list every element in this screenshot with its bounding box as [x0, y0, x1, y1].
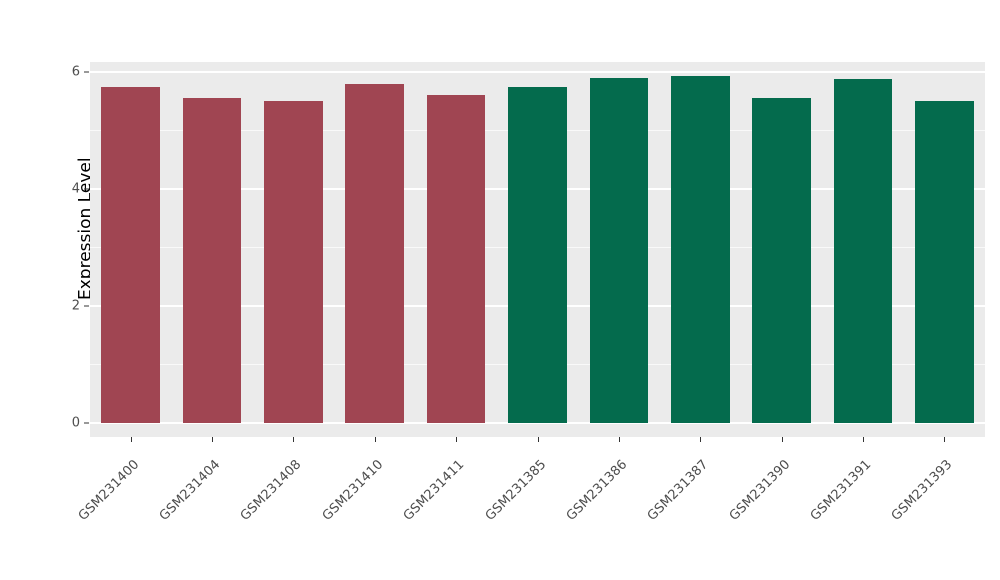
x-tick-label-GSM231385: GSM231385 [482, 457, 549, 524]
x-tick-mark [944, 437, 946, 442]
bar-GSM231404 [182, 98, 242, 423]
bar-GSM231390 [752, 98, 811, 423]
bar-GSM231386 [589, 77, 649, 423]
y-tick-mark [84, 422, 89, 424]
x-tick-mark [456, 437, 458, 442]
x-tick-label-GSM231408: GSM231408 [238, 457, 305, 524]
bar-GSM231393 [915, 101, 974, 423]
x-tick-mark [130, 437, 132, 442]
bar-GSM231400 [101, 86, 160, 423]
x-tick-mark [293, 437, 295, 442]
bar-GSM231391 [833, 78, 893, 423]
x-tick-mark [862, 437, 864, 442]
x-tick-label-GSM231393: GSM231393 [889, 457, 956, 524]
x-tick-label-GSM231386: GSM231386 [563, 457, 631, 524]
x-tick-label-GSM231400: GSM231400 [75, 457, 142, 524]
y-tick-label: 0 [71, 415, 80, 431]
y-tick-label: 4 [71, 181, 80, 197]
gridline-major [90, 422, 985, 424]
x-tick-label-GSM231387: GSM231387 [644, 457, 712, 524]
bar-GSM231410 [345, 83, 405, 423]
y-tick-mark [84, 188, 89, 190]
y-tick-label: 2 [71, 298, 80, 314]
x-tick-mark [781, 437, 783, 442]
x-tick-mark [618, 437, 620, 442]
x-tick-mark [212, 437, 214, 442]
y-tick-mark [84, 305, 89, 307]
y-tick-label: 6 [71, 64, 80, 80]
x-tick-label-GSM231404: GSM231404 [156, 457, 224, 524]
bar-GSM231411 [426, 95, 486, 423]
x-tick-label-GSM231390: GSM231390 [726, 457, 793, 524]
x-tick-label-GSM231410: GSM231410 [319, 457, 387, 524]
x-tick-mark [374, 437, 376, 442]
x-tick-label-GSM231411: GSM231411 [400, 457, 468, 524]
x-tick-mark [537, 437, 539, 442]
bar-GSM231408 [264, 101, 323, 423]
x-tick-label-GSM231391: GSM231391 [807, 457, 875, 524]
bar-GSM231385 [508, 86, 567, 423]
y-tick-mark [84, 71, 89, 73]
x-tick-mark [700, 437, 702, 442]
bar-GSM231387 [670, 76, 730, 423]
gridline-major [90, 70, 985, 73]
plot-panel [90, 62, 985, 437]
